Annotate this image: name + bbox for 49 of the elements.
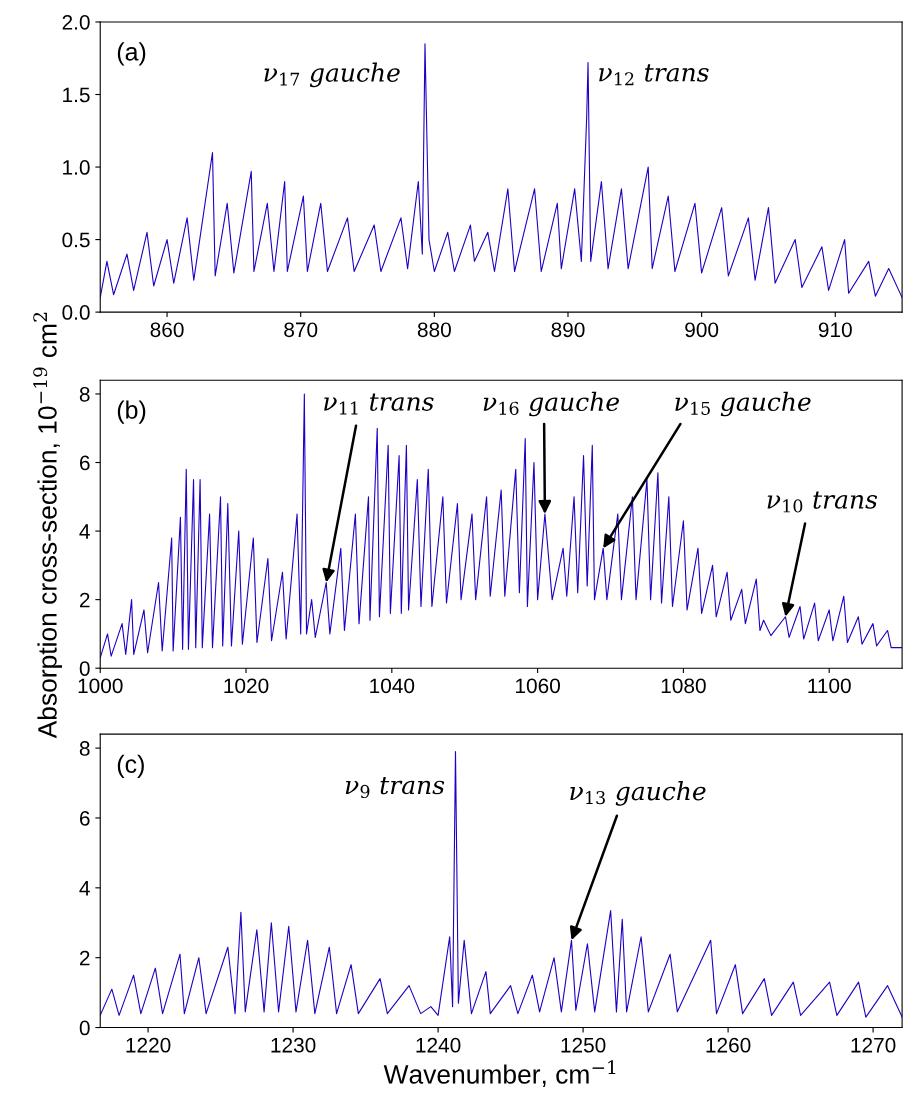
y-tick-label: 6 bbox=[79, 810, 90, 826]
annotation: (a) bbox=[117, 42, 146, 66]
y-axis-title: Absorption cross-section, 10$^{−19}$ cm$^{2}$ bbox=[33, 312, 62, 739]
x-tick-label: 860 bbox=[150, 322, 184, 338]
x-tick-label: 1100 bbox=[808, 678, 851, 694]
x-tick-label: 1000 bbox=[78, 678, 123, 694]
x-tick-label: 1040 bbox=[370, 678, 415, 694]
y-tick-label: 2 bbox=[79, 592, 90, 608]
y-tick-label: 1.5 bbox=[63, 87, 90, 103]
x-tick-label: 1220 bbox=[126, 1037, 171, 1053]
y-tick-label: 4 bbox=[79, 881, 90, 896]
annotation: ν$_{16}$ gauche bbox=[483, 391, 619, 417]
annotation: ν$_{13}$ gauche bbox=[570, 781, 706, 806]
line-series bbox=[100, 751, 903, 1018]
y-tick-label: 8 bbox=[79, 741, 90, 756]
x-tick-label: 1060 bbox=[516, 678, 560, 694]
x-tick-label: 890 bbox=[551, 322, 585, 338]
x-tick-label: 880 bbox=[417, 322, 451, 338]
annotation: (c) bbox=[117, 754, 144, 778]
y-tick-label: 8 bbox=[79, 386, 90, 402]
annotation: ν$_{15}$ gauche bbox=[675, 391, 811, 417]
x-tick-label: 1080 bbox=[661, 678, 706, 694]
y-tick-label: 6 bbox=[79, 455, 90, 471]
y-tick-label: 0.5 bbox=[62, 232, 90, 248]
x-tick-label: 1270 bbox=[851, 1037, 896, 1053]
line-series bbox=[100, 393, 903, 659]
y-tick-label: 0 bbox=[79, 661, 90, 676]
annotation: ν$_{17}$ gauche bbox=[264, 62, 400, 88]
y-tick-label: 0.0 bbox=[62, 305, 90, 320]
y-tick-label: 1.0 bbox=[63, 160, 90, 175]
annotation: ν$_{10}$ trans bbox=[767, 491, 878, 513]
annotation: ν$_{12}$ trans bbox=[599, 64, 709, 86]
y-tick-label: 2 bbox=[79, 950, 90, 966]
x-tick-label: 1250 bbox=[561, 1037, 606, 1053]
x-tick-label: 910 bbox=[818, 322, 852, 338]
annotation: ν$_{9}$ trans bbox=[345, 776, 445, 799]
line-series bbox=[100, 43, 903, 299]
y-tick-label: 4 bbox=[79, 524, 90, 539]
x-tick-label: 1260 bbox=[706, 1037, 751, 1053]
x-tick-label: 900 bbox=[685, 322, 719, 338]
x-tick-label: 1020 bbox=[224, 678, 269, 694]
x-axis-title: Wavenumber, cm$^{−1}$ bbox=[383, 1060, 616, 1087]
x-tick-label: 870 bbox=[284, 322, 318, 338]
annotation: ν$_{11}$ trans bbox=[324, 393, 434, 415]
y-tick-label: 0 bbox=[79, 1020, 90, 1036]
x-tick-label: 1240 bbox=[416, 1037, 461, 1053]
x-tick-label: 1230 bbox=[271, 1037, 316, 1053]
y-tick-label: 2.0 bbox=[62, 14, 90, 30]
annotation: (b) bbox=[117, 400, 146, 424]
